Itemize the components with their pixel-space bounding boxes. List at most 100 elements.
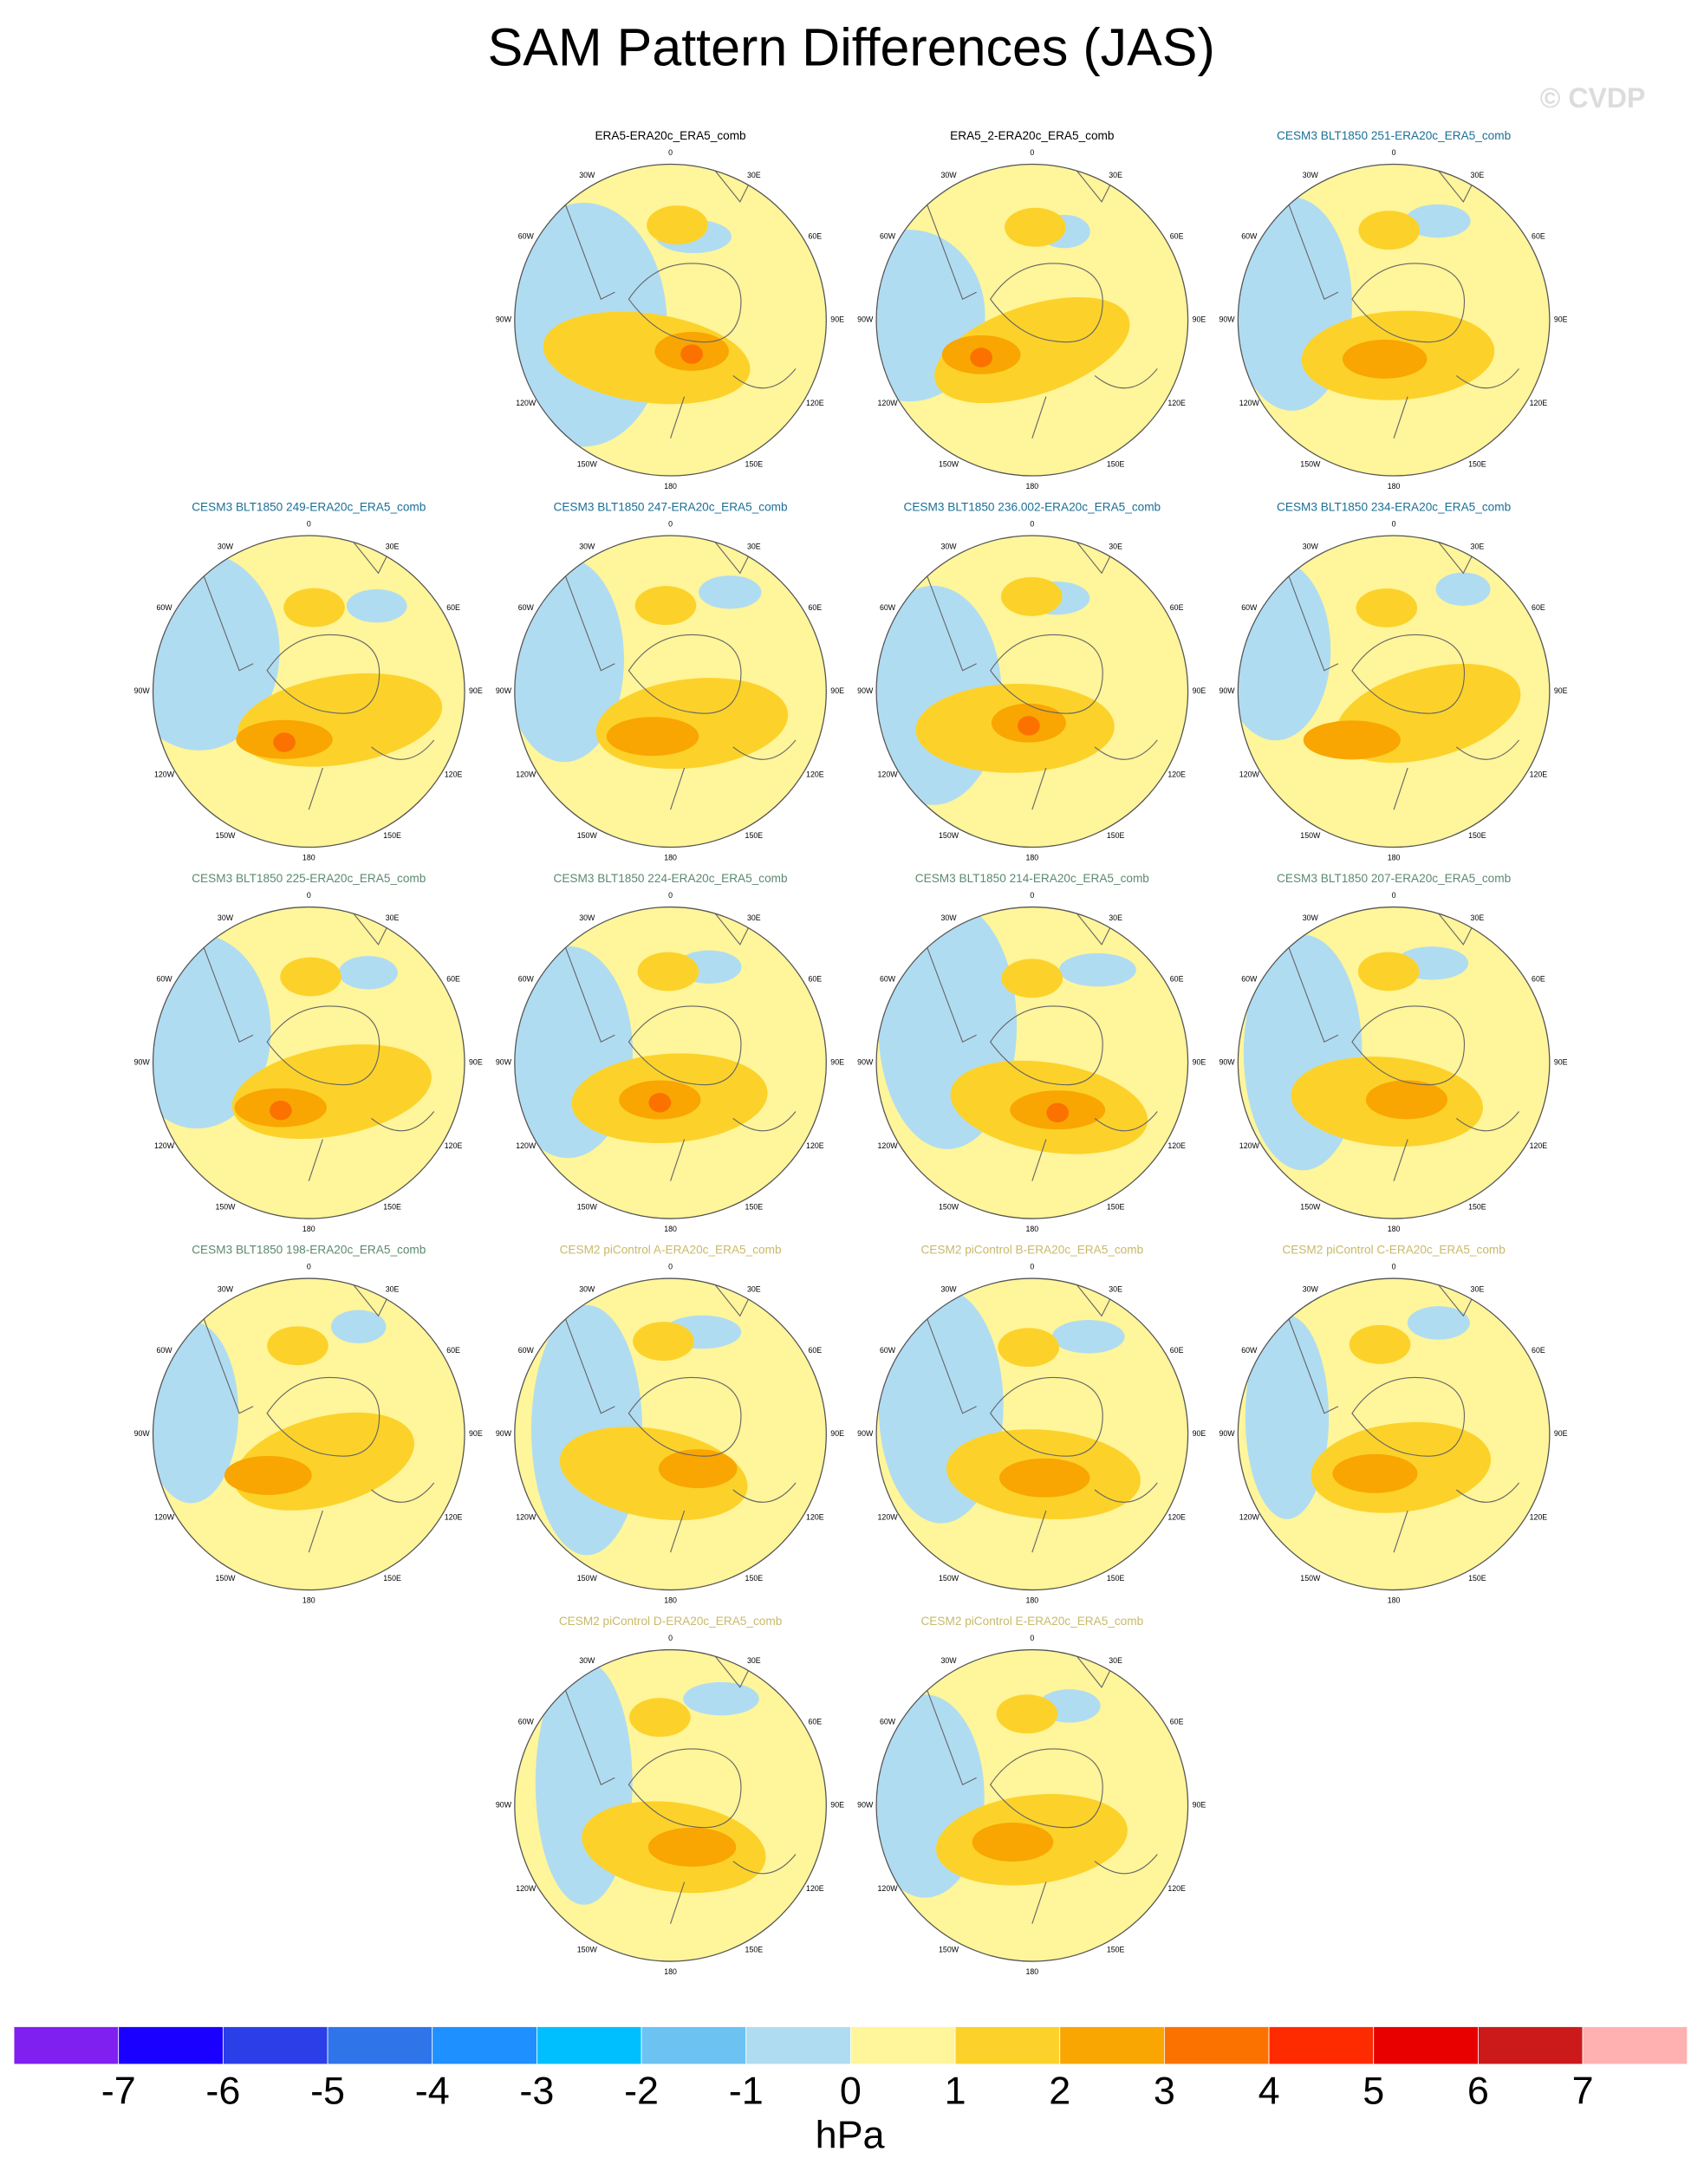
longitude-label: 30W: [940, 1284, 957, 1293]
longitude-label: 0: [668, 1263, 673, 1271]
longitude-label: 0: [1030, 148, 1034, 157]
longitude-label: 30W: [579, 1656, 595, 1665]
longitude-label: 120E: [445, 770, 463, 778]
panel-title: CESM3 BLT1850 225-ERA20c_ERA5_comb: [192, 872, 426, 885]
map-border: [514, 163, 827, 477]
longitude-label: 30E: [1471, 542, 1485, 550]
panel-title: ERA5-ERA20c_ERA5_comb: [595, 129, 745, 142]
longitude-label: 180: [1025, 1967, 1038, 1976]
map-panel: CESM3 BLT1850 214-ERA20c_ERA5_comb 0 30E 60…: [857, 872, 1206, 1233]
longitude-label: 180: [302, 1596, 315, 1605]
longitude-label: 180: [302, 854, 315, 862]
colorbar-box: [222, 2026, 328, 2065]
positive-region: [1000, 576, 1063, 616]
longitude-label: 120E: [806, 1512, 824, 1521]
longitude-label: 0: [1392, 520, 1396, 529]
positive-region: [1358, 211, 1421, 250]
longitude-label: 30E: [1109, 542, 1122, 550]
longitude-label: 150W: [1300, 459, 1321, 468]
coastline: [920, 166, 1158, 439]
longitude-label: 120W: [878, 1884, 899, 1893]
panel-title: CESM2 piControl B-ERA20c_ERA5_comb: [920, 1244, 1143, 1257]
longitude-label: 120E: [1167, 1512, 1186, 1521]
longitude-label: 60W: [518, 603, 535, 612]
positive-region: [1303, 720, 1401, 760]
positive-region: [647, 1827, 737, 1867]
colorbar-box: [13, 2026, 120, 2065]
negative-region: [1058, 952, 1136, 987]
longitude-label: 120W: [1239, 399, 1260, 407]
map-field: [153, 1278, 465, 1590]
coastline: [558, 166, 797, 439]
positive-region: [629, 1698, 691, 1738]
coastline: [920, 1652, 1158, 1924]
panel-title: CESM3 BLT1850 198-ERA20c_ERA5_comb: [192, 1244, 426, 1257]
positive-region: [283, 588, 345, 627]
longitude-label: 30W: [940, 542, 957, 550]
longitude-label: 120E: [1530, 399, 1548, 407]
map-border: [875, 906, 1189, 1219]
longitude-label: 90W: [857, 686, 874, 695]
longitude-label: 120E: [1530, 1141, 1548, 1150]
longitude-label: 90W: [857, 315, 874, 324]
longitude-label: 150W: [939, 459, 959, 468]
colorbar-label: 7: [1572, 2068, 1594, 2112]
longitude-label: 0: [1392, 891, 1396, 900]
longitude-label: 120W: [878, 399, 899, 407]
map-panel: CESM3 BLT1850 249-ERA20c_ERA5_comb 0 30E 60…: [134, 501, 483, 862]
longitude-label: 150E: [745, 1202, 764, 1211]
longitude-label: 60W: [156, 974, 172, 983]
map-field: [514, 536, 827, 848]
longitude-label: 60W: [156, 1346, 172, 1355]
longitude-label: 0: [1392, 148, 1396, 157]
longitude-label: 30E: [386, 913, 400, 922]
longitude-label: 30E: [386, 1284, 400, 1293]
longitude-label: 60E: [1170, 603, 1184, 612]
longitude-label: 120W: [878, 1141, 899, 1150]
longitude-label: 90E: [830, 1058, 844, 1067]
colorbar-label: 0: [840, 2068, 862, 2112]
longitude-label: 120W: [878, 1512, 899, 1521]
colorbar-label: -3: [519, 2068, 554, 2112]
longitude-label: 180: [302, 1225, 315, 1233]
longitude-label: 180: [1025, 854, 1038, 862]
longitude-label: 60W: [880, 974, 896, 983]
positive-region: [972, 1823, 1054, 1862]
map-panel: CESM2 piControl C-ERA20c_ERA5_comb 0 30E 60…: [1219, 1244, 1567, 1605]
coastline: [1282, 1280, 1519, 1553]
longitude-label: 90W: [857, 1801, 874, 1810]
longitude-label: 60E: [1532, 1346, 1545, 1355]
map-panel: CESM3 BLT1850 236.002-ERA20c_ERA5_comb 0 3…: [857, 501, 1206, 862]
map-panel: ERA5-ERA20c_ERA5_comb 0 30E 60E 90E 120E 150E 1…: [496, 129, 844, 491]
panel-title: CESM3 BLT1850 224-ERA20c_ERA5_comb: [553, 872, 787, 885]
longitude-label: 150W: [577, 1574, 598, 1583]
longitude-label: 120E: [1167, 770, 1186, 778]
longitude-label: 90W: [496, 315, 512, 324]
longitude-label: 60E: [809, 231, 823, 240]
longitude-label: 30E: [747, 1284, 761, 1293]
longitude-label: 60E: [1532, 231, 1545, 240]
colorbar-label: 5: [1363, 2068, 1384, 2112]
longitude-label: 180: [1388, 482, 1401, 491]
positive-region: [1357, 952, 1420, 991]
longitude-label: 180: [1388, 1225, 1401, 1233]
longitude-label: 90E: [1193, 1058, 1206, 1067]
colorbar-box: [1373, 2026, 1479, 2065]
longitude-label: 0: [668, 891, 673, 900]
longitude-label: 90E: [830, 686, 844, 695]
longitude-label: 60W: [156, 603, 172, 612]
longitude-label: 150W: [1300, 831, 1321, 840]
coastline: [1282, 166, 1519, 439]
longitude-label: 120W: [516, 399, 537, 407]
panel-title: CESM2 piControl D-ERA20c_ERA5_comb: [559, 1615, 782, 1628]
negative-region: [1245, 1315, 1330, 1519]
map-field: [1238, 1278, 1550, 1590]
longitude-label: 120W: [516, 1512, 537, 1521]
map-panel: CESM2 piControl D-ERA20c_ERA5_comb 0 30E 60…: [496, 1615, 844, 1976]
longitude-label: 30W: [218, 1284, 234, 1293]
coastline: [197, 909, 435, 1181]
longitude-label: 0: [668, 148, 673, 157]
longitude-label: 30E: [1109, 913, 1122, 922]
